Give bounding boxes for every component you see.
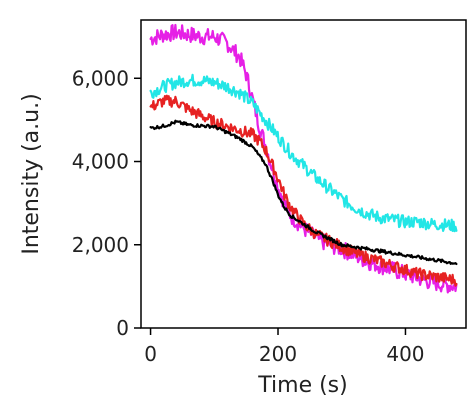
x-tick-label: 400 — [386, 342, 424, 366]
series-line-1 — [149, 23, 458, 294]
y-axis-title: Intensity (a.u.) — [19, 93, 44, 254]
y-tick-label: 2,000 — [72, 233, 129, 257]
series-layer — [149, 23, 458, 294]
series-line-2 — [149, 73, 458, 233]
y-tick-label: 6,000 — [72, 66, 129, 90]
ticks-layer: 0 200 400 0 2,000 4,000 6,000 — [72, 66, 425, 366]
series-line-4 — [149, 119, 458, 266]
y-tick-label: 0 — [116, 316, 129, 340]
y-tick-label: 4,000 — [72, 150, 129, 174]
x-tick-label: 200 — [259, 342, 297, 366]
plot-frame — [140, 19, 467, 329]
x-axis-title: Time (s) — [257, 373, 347, 398]
x-tick-label: 0 — [144, 342, 157, 366]
